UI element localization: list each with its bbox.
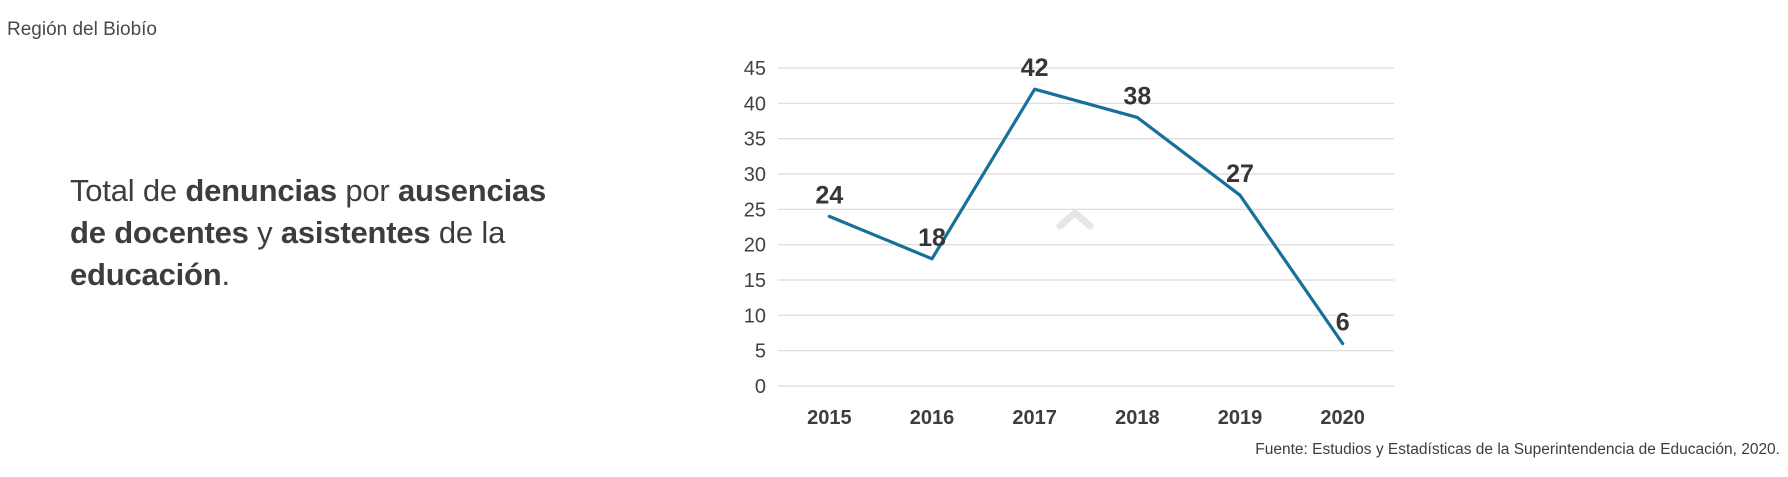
statement-bold-text: de docentes	[70, 215, 249, 250]
svg-text:25: 25	[744, 199, 766, 221]
svg-text:0: 0	[755, 376, 766, 398]
statement-bold-text: ausencias	[397, 173, 547, 208]
svg-text:5: 5	[755, 341, 766, 363]
svg-text:2018: 2018	[1115, 407, 1160, 429]
svg-text:2015: 2015	[807, 407, 852, 429]
svg-text:15: 15	[744, 270, 766, 292]
svg-text:38: 38	[1123, 82, 1151, 110]
statement-bold-text: denuncias	[185, 173, 337, 208]
statement-regular-text: y	[248, 215, 281, 250]
x-axis-labels: 2015 2016 2017 2018 2019 2020	[807, 407, 1365, 429]
svg-text:2016: 2016	[910, 407, 955, 429]
svg-text:42: 42	[1021, 54, 1049, 82]
svg-text:10: 10	[744, 305, 766, 327]
statement-regular-text: Total de	[70, 173, 186, 208]
svg-text:24: 24	[815, 181, 843, 209]
svg-text:2017: 2017	[1012, 407, 1057, 429]
statement-regular-text: de la	[430, 215, 506, 250]
statement-bold-text: educación	[70, 257, 222, 292]
svg-text:18: 18	[918, 224, 946, 252]
statement-line: educación.	[70, 254, 546, 296]
statement-line: de docentes y asistentes de la	[70, 212, 546, 254]
svg-text:6: 6	[1336, 309, 1350, 337]
svg-text:20: 20	[744, 235, 766, 257]
svg-text:2019: 2019	[1218, 407, 1263, 429]
y-axis-labels: 0 5 10 15 20 25 30 35 40 45	[744, 58, 766, 398]
source-caption: Fuente: Estudios y Estadísticas de la Su…	[1255, 441, 1780, 458]
chevron-up-watermark-icon	[1056, 209, 1094, 230]
statement-bold-text: asistentes	[280, 215, 431, 250]
data-labels: 24 18 42 38 27 6	[815, 54, 1349, 336]
statement-regular-text: por	[336, 173, 398, 208]
svg-text:27: 27	[1226, 160, 1254, 188]
statement-text: Total de denuncias por ausencias de docen…	[70, 170, 546, 296]
svg-text:45: 45	[744, 58, 766, 80]
svg-text:40: 40	[744, 93, 766, 115]
region-title: Región del Biobío	[7, 19, 157, 40]
data-line	[827, 87, 1345, 346]
svg-text:30: 30	[744, 164, 766, 186]
svg-text:2020: 2020	[1320, 407, 1365, 429]
statement-regular-text: .	[221, 257, 231, 292]
statement-line: Total de denuncias por ausencias	[70, 170, 546, 212]
svg-text:35: 35	[744, 129, 766, 151]
